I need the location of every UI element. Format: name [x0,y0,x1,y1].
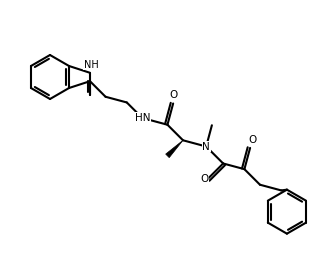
Text: N: N [202,141,210,151]
Text: O: O [248,135,256,145]
Text: NH: NH [84,60,98,70]
Polygon shape [166,140,183,158]
Text: O: O [169,90,177,101]
Text: HN: HN [135,113,150,123]
Text: O: O [201,174,209,184]
